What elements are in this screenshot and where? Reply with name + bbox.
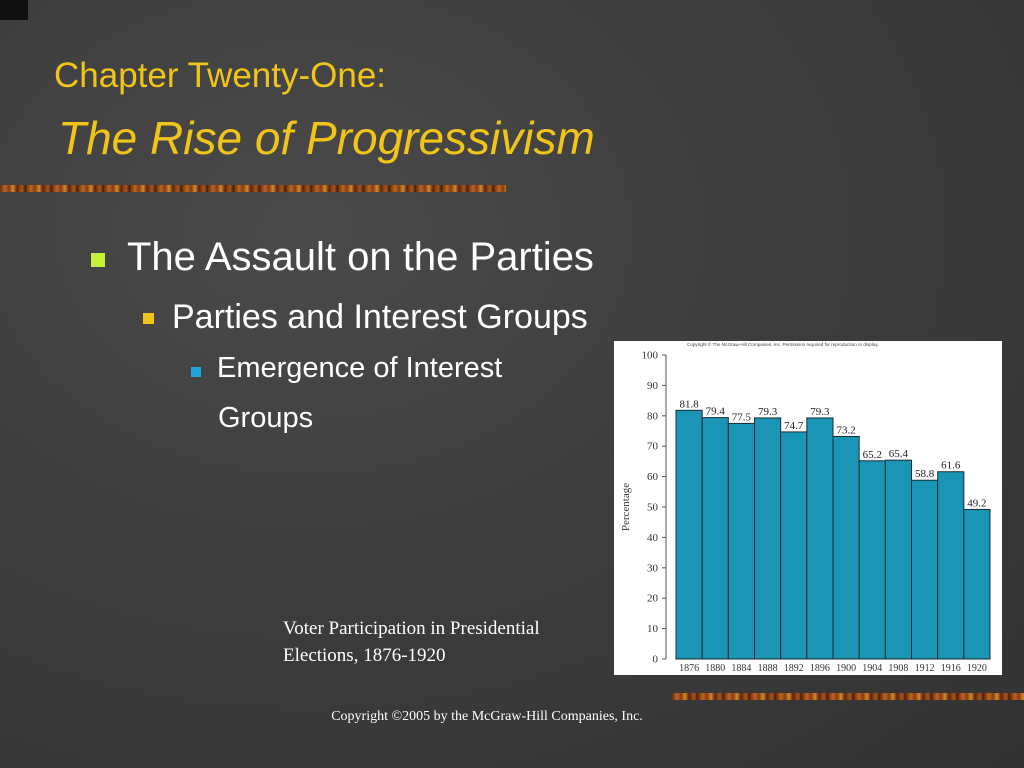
bullet-level3-text: Emergence of Interest [217, 352, 503, 384]
bar [884, 459, 913, 660]
chart-copyright-note: Copyright © The McGraw-Hill Companies, I… [687, 341, 879, 347]
slide-title: Chapter Twenty-One: [54, 56, 387, 95]
data-label: 61.6 [941, 460, 961, 472]
bar [858, 460, 886, 660]
x-tick-label: 1908 [888, 663, 908, 674]
y-axis-label: Percentage [620, 483, 632, 531]
bar [727, 422, 756, 660]
bar [780, 431, 808, 660]
copyright-text: Copyright ©2005 by the McGraw-Hill Compa… [331, 709, 643, 724]
data-label: 79.3 [810, 406, 830, 418]
y-tick-label: 30 [647, 562, 659, 574]
bar [911, 479, 939, 660]
x-tick-label: 1888 [758, 663, 778, 674]
bar [832, 435, 860, 660]
corner-mark [0, 0, 28, 20]
x-tick-label: 1880 [705, 663, 725, 674]
footer: Copyright ©2005 by the McGraw-Hill Compa… [0, 709, 1024, 725]
bullet-square-icon [191, 367, 201, 377]
data-label: 73.2 [836, 424, 855, 436]
x-tick-label: 1916 [941, 663, 961, 674]
y-tick-label: 80 [647, 410, 659, 422]
voter-participation-chart: Copyright © The McGraw-Hill Companies, I… [614, 341, 1002, 675]
footer-divider-stripe [672, 693, 1024, 700]
data-label: 65.4 [889, 448, 909, 460]
data-label: 77.5 [732, 411, 752, 423]
data-label: 58.8 [915, 468, 935, 480]
bullet-square-icon [143, 313, 154, 324]
bullet-level2-text: Parties and Interest Groups [172, 298, 588, 336]
y-tick-label: 60 [647, 471, 659, 483]
data-label: 81.8 [679, 398, 699, 410]
x-tick-label: 1884 [731, 663, 751, 674]
x-tick-label: 1920 [967, 663, 987, 674]
y-tick-label: 0 [653, 654, 659, 666]
y-tick-label: 100 [642, 350, 659, 362]
data-label: 65.2 [863, 449, 882, 461]
chart-caption-line2: Elections, 1876-1920 [283, 645, 446, 666]
bullet-level3-text-continued: Groups [218, 402, 314, 434]
chart-svg: Copyright © The McGraw-Hill Companies, I… [620, 341, 991, 674]
x-tick-label: 1876 [679, 663, 699, 674]
data-label: 79.3 [758, 406, 778, 418]
y-tick-label: 40 [647, 532, 659, 544]
data-label: 79.4 [706, 406, 726, 418]
y-tick-label: 20 [647, 593, 659, 605]
bar [675, 409, 703, 660]
bullet-level1-text: The Assault on the Parties [127, 235, 594, 279]
y-tick-label: 70 [647, 441, 659, 453]
bar [937, 471, 965, 660]
slide-subtitle: The Rise of Progressivism [58, 112, 595, 164]
y-tick-label: 90 [647, 380, 659, 392]
y-tick-label: 50 [647, 502, 659, 514]
bar [754, 417, 782, 660]
chart-caption: Voter Participation in Presidential Elec… [283, 615, 613, 669]
x-tick-label: 1900 [836, 663, 856, 674]
data-label: 74.7 [784, 420, 804, 432]
x-tick-label: 1892 [784, 663, 804, 674]
chart-caption-line1: Voter Participation in Presidential [283, 618, 540, 639]
bar [701, 417, 729, 660]
bar [963, 508, 991, 660]
y-tick-label: 10 [647, 623, 659, 635]
title-divider-stripe [0, 185, 506, 192]
data-label: 49.2 [967, 497, 986, 509]
x-tick-label: 1896 [810, 663, 830, 674]
bullet-square-icon [91, 253, 105, 267]
x-tick-label: 1912 [915, 663, 935, 674]
bar [806, 417, 834, 660]
x-tick-label: 1904 [862, 663, 882, 674]
